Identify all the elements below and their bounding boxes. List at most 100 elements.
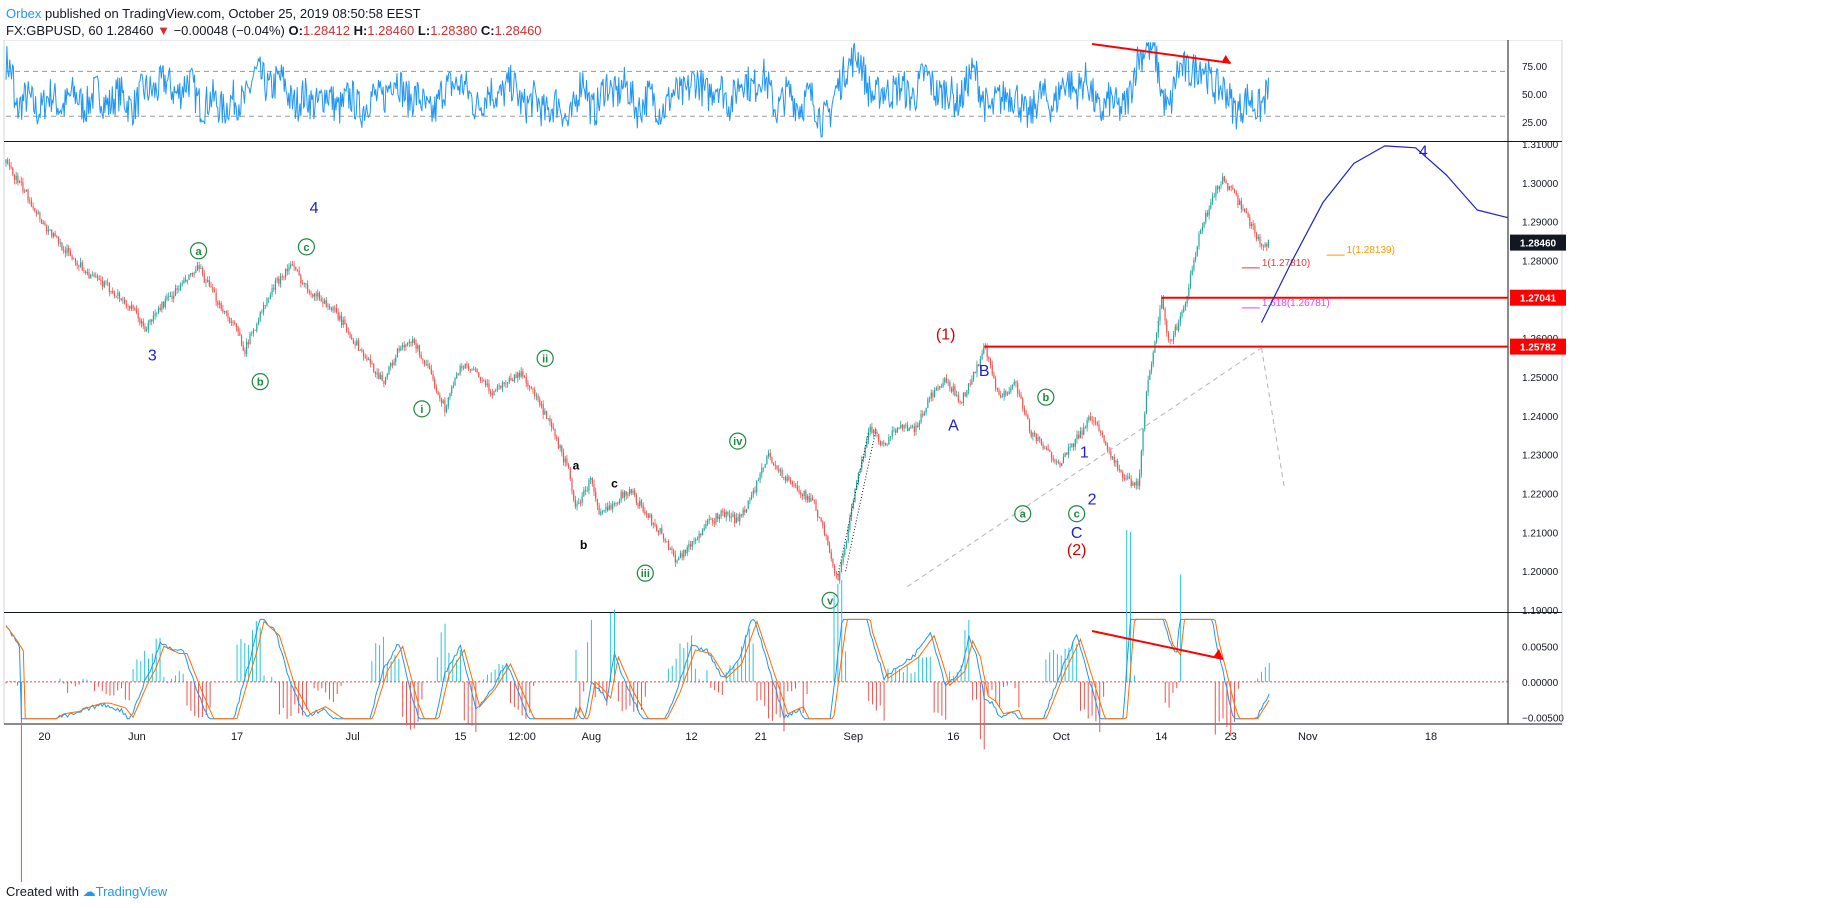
candle-body [696, 539, 698, 541]
candle-body [840, 562, 843, 573]
price-label-badge [1510, 338, 1566, 355]
candle-body [329, 306, 331, 309]
down-triangle-icon: ▼ [157, 23, 170, 38]
wave-projection-line [1260, 145, 1509, 323]
candle-body [1074, 439, 1076, 447]
candle-body [815, 500, 817, 511]
candle-body [910, 426, 912, 428]
candle-body [1049, 450, 1051, 452]
candle-body [203, 274, 205, 283]
tradingview-logo-icon[interactable]: ☁ [82, 884, 96, 899]
wave-label: 4 [310, 200, 319, 217]
candle-body [883, 442, 885, 444]
wave-label-circle [1068, 505, 1086, 523]
candle-body [362, 351, 365, 357]
candle-body [1181, 311, 1183, 317]
high-label: H: [353, 23, 368, 38]
candle-body [956, 394, 958, 396]
candle-body [198, 265, 200, 270]
candle-body [1030, 431, 1032, 437]
candle-body [739, 514, 741, 522]
candle-body [879, 441, 881, 445]
candle-body [820, 517, 822, 522]
wave-label: a [1020, 509, 1027, 521]
chart-canvas[interactable]: 75.00 50.00 25.00 1.31000 1.30000 1.29000 1.28… [0, 40, 1828, 882]
candle-body [961, 402, 963, 404]
wave-label-circle [251, 373, 269, 391]
time-tick-label: 16 [947, 731, 959, 743]
candle-body [35, 211, 38, 214]
wave-label: 4 [1419, 144, 1428, 161]
candle-body [693, 540, 695, 542]
candle-body [364, 356, 366, 359]
wave-label-circle [636, 564, 654, 582]
candle-body [945, 378, 948, 383]
candle-body [1172, 334, 1175, 341]
candle-body [1225, 180, 1227, 184]
candle-body [1227, 183, 1229, 190]
candle-body [10, 166, 12, 168]
candle-body [1005, 391, 1007, 395]
projection-dashed-line [1261, 347, 1286, 490]
candle-body [698, 533, 700, 540]
candle-body [925, 407, 927, 413]
candle-body [135, 309, 138, 313]
candle-body [522, 371, 524, 377]
candle-body [634, 490, 636, 496]
candle-body [290, 264, 292, 268]
candle-body [191, 273, 194, 275]
candle-body [874, 430, 876, 432]
candle-body [1244, 208, 1246, 213]
tradingview-brand[interactable]: TradingView [95, 884, 168, 899]
candle-body [337, 312, 339, 320]
candle-body [981, 353, 983, 359]
close-label: C: [480, 23, 495, 38]
candle-body [839, 572, 841, 581]
candle-body [69, 252, 71, 256]
candle-body [562, 452, 565, 463]
candle-body [273, 288, 275, 290]
candle-body [435, 388, 438, 392]
candle-body [1267, 239, 1270, 247]
candle-body [157, 307, 160, 313]
candle-body [1062, 456, 1065, 464]
candle-body [379, 374, 382, 380]
candle-body [205, 282, 207, 283]
candle-body [788, 476, 790, 480]
last-price-badge [1510, 234, 1566, 251]
candle-body [325, 300, 327, 307]
candle-body [517, 372, 519, 378]
candle-body [612, 503, 614, 509]
candle-body [159, 307, 161, 310]
candle-body [132, 305, 134, 309]
candle-body [1095, 421, 1097, 423]
candle-body [786, 476, 788, 481]
candle-body [83, 270, 85, 272]
candle-body [608, 505, 610, 511]
candle-body [886, 444, 888, 446]
candle-body [654, 523, 656, 526]
candle-body [728, 514, 731, 518]
candle-body [527, 383, 529, 387]
candle-body [17, 175, 19, 183]
arrowhead-icon [1221, 55, 1231, 63]
candle-body [322, 301, 324, 304]
candle-body [1203, 221, 1205, 227]
wave-label: A [948, 418, 959, 435]
candle-body [181, 283, 183, 285]
candle-body [244, 350, 246, 354]
candle-body [349, 332, 351, 338]
candle-body [1057, 461, 1059, 463]
author-name[interactable]: Orbex [6, 6, 42, 21]
osc-tick-label: 75.00 [1522, 62, 1547, 73]
candle-body [651, 514, 653, 525]
open-label: O: [288, 23, 303, 38]
time-tick-label: 17 [231, 731, 243, 743]
candle-body [312, 294, 314, 297]
candle-body [264, 305, 266, 306]
wave-label: a [573, 458, 580, 472]
candle-body [695, 539, 697, 541]
candle-body [1089, 416, 1092, 420]
candle-body [151, 319, 153, 322]
candle-body [140, 321, 143, 324]
